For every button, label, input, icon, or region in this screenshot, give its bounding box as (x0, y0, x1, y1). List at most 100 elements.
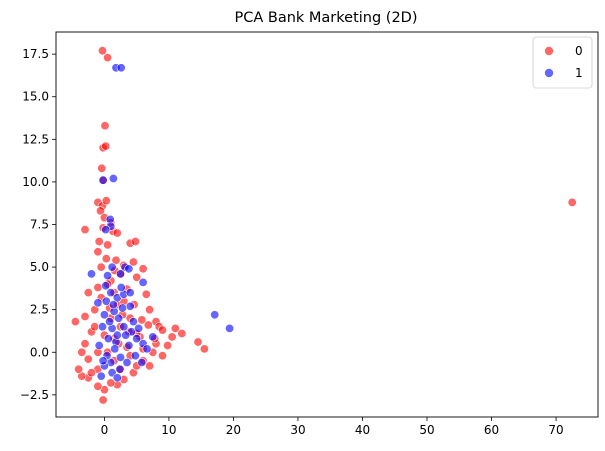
legend-marker-1 (544, 68, 554, 78)
scatter-point-series-0-31 (141, 289, 151, 299)
x-tick-label: 20 (226, 423, 241, 437)
scatter-point-series-1-49 (134, 323, 144, 333)
scatter-point-series-0-3 (100, 121, 110, 131)
scatter-point-series-1-57 (148, 332, 158, 342)
scatter-point-series-1-48 (121, 330, 131, 340)
scatter-point-series-1-30 (116, 352, 126, 362)
scatter-point-series-0-53 (98, 395, 108, 405)
points-layer (70, 46, 577, 405)
scatter-point-series-1-37 (112, 330, 122, 340)
legend-marker-0 (544, 46, 554, 56)
scatter-point-series-0-58 (80, 339, 90, 349)
scatter-point-series-1-20 (114, 313, 124, 323)
scatter-point-series-0-57 (70, 317, 80, 327)
scatter-point-series-1-8 (210, 310, 220, 320)
scatter-point-series-0-40 (167, 332, 177, 342)
scatter-point-series-0-37 (158, 325, 168, 335)
scatter-point-series-1-15 (103, 271, 113, 281)
scatter-point-series-0-92 (77, 347, 87, 357)
plot-area-frame (55, 31, 599, 418)
scatter-point-series-1-59 (112, 373, 122, 383)
scatter-point-series-1-26 (119, 322, 129, 332)
scatter-point-series-1-1 (116, 63, 126, 73)
scatter-point-series-0-20 (93, 247, 103, 257)
scatter-point-series-1-35 (130, 351, 140, 361)
scatter-point-series-0-42 (199, 344, 209, 354)
scatter-point-series-0-95 (94, 237, 104, 247)
legend: 01 (532, 36, 593, 89)
scatter-point-series-0-1 (98, 46, 108, 56)
scatter-point-series-0-12 (80, 225, 90, 235)
scatter-point-series-0-61 (80, 311, 90, 321)
scatter-point-series-1-40 (98, 322, 108, 332)
scatter-point-series-0-93 (74, 364, 84, 374)
scatter-point-series-1-14 (124, 264, 134, 274)
scatter-point-series-0-45 (145, 361, 155, 371)
chart-title: PCA Bank Marketing (2D) (234, 10, 417, 26)
scatter-point-series-1-16 (106, 288, 116, 298)
scatter-point-series-0-90 (158, 351, 168, 361)
scatter-point-series-1-55 (108, 300, 118, 310)
x-tick-label: 50 (419, 423, 434, 437)
scatter-point-series-0-32 (93, 282, 103, 292)
scatter-point-series-0-2 (103, 53, 113, 63)
scatter-point-series-1-28 (132, 334, 142, 344)
scatter-point-series-0-22 (111, 255, 121, 265)
scatter-point-series-1-47 (105, 317, 115, 327)
scatter-point-series-1-36 (137, 357, 147, 367)
scatter-point-series-1-11 (107, 262, 117, 272)
scatter-point-series-1-24 (103, 334, 113, 344)
scatter-point-series-1-2 (98, 175, 108, 185)
y-tick-label: 15.0 (22, 90, 49, 104)
scatter-point-series-1-42 (118, 303, 128, 313)
x-tick-label: 0 (101, 423, 109, 437)
y-tick-label: 7.5 (30, 218, 49, 232)
scatter-point-series-0-25 (138, 264, 148, 274)
y-tick-label: 17.5 (22, 47, 49, 61)
scatter-point-series-0-5 (101, 141, 111, 151)
scatter-point-series-1-23 (93, 298, 103, 308)
x-tick-label: 70 (548, 423, 563, 437)
scatter-point-series-0-0 (567, 197, 577, 207)
scatter-point-series-1-7 (225, 323, 235, 333)
x-tick-label: 10 (161, 423, 176, 437)
scatter-point-series-1-58 (98, 356, 108, 366)
scatter-point-series-1-53 (101, 281, 111, 291)
scatter-point-series-0-84 (87, 368, 97, 378)
scatter-point-series-1-46 (94, 340, 104, 350)
scatter-point-series-0-11 (96, 206, 106, 216)
scatter-point-series-1-41 (124, 340, 134, 350)
scatter-point-series-0-43 (163, 340, 173, 350)
scatter-point-series-0-21 (103, 240, 113, 250)
scatter-point-series-1-10 (87, 269, 97, 279)
scatter-point-series-0-94 (101, 254, 111, 264)
legend-label-0: 0 (575, 44, 583, 58)
scatter-point-series-1-52 (116, 282, 126, 292)
y-tick-label: 0.0 (30, 345, 49, 359)
axis-ticks: 0 10 20 30 40 50 60 70 −2.5 0.0 2.5 5.0 7.5 10.0 12.5 1… (20, 47, 564, 437)
scatter-point-series-0-26 (96, 262, 106, 272)
scatter-point-series-0-24 (128, 257, 138, 267)
scatter-point-series-0-28 (132, 272, 142, 282)
scatter-point-series-1-34 (122, 357, 132, 367)
scatter-point-series-0-16 (112, 228, 122, 238)
y-tick-label: 5.0 (30, 260, 49, 274)
scatter-point-series-1-33 (96, 371, 106, 381)
scatter-point-series-0-51 (106, 378, 116, 388)
y-tick-label: 12.5 (22, 132, 49, 146)
x-tick-label: 30 (290, 423, 305, 437)
scatter-point-series-0-54 (93, 381, 103, 391)
legend-box (532, 36, 593, 89)
y-tick-label: 10.0 (22, 175, 49, 189)
scatter-point-series-1-22 (99, 310, 109, 320)
scatter-point-series-0-10 (101, 196, 111, 206)
scatter-point-series-1-51 (110, 344, 120, 354)
x-tick-label: 60 (484, 423, 499, 437)
scatter-point-series-0-89 (143, 320, 153, 330)
scatter-point-series-0-39 (177, 328, 187, 338)
scatter-point-series-1-6 (101, 225, 111, 235)
scatter-point-series-0-62 (83, 354, 93, 364)
scatter-point-series-1-54 (125, 288, 135, 298)
legend-label-1: 1 (575, 66, 583, 80)
